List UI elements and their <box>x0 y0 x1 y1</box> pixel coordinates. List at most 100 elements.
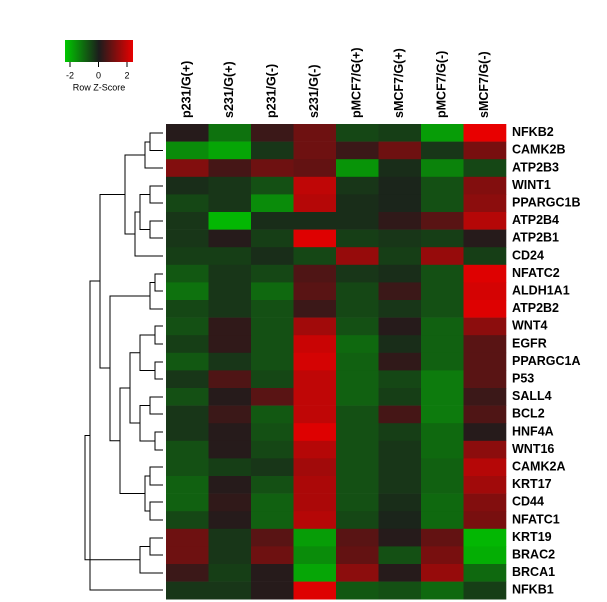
heatmap-cell <box>251 405 294 424</box>
heatmap-cell <box>166 229 209 248</box>
row-label: ATP2B1 <box>512 231 559 245</box>
heatmap-cell <box>251 264 294 283</box>
heatmap-cell <box>251 300 294 318</box>
heatmap-cell <box>293 317 337 336</box>
heatmap-cell <box>378 352 422 371</box>
column-label: s231/G(-) <box>307 65 321 119</box>
heatmap-cell <box>378 229 422 248</box>
heatmap-cell <box>293 159 337 178</box>
heatmap-cell <box>463 317 507 336</box>
heatmap-cell <box>336 581 379 600</box>
column-label: s231/G(+) <box>222 61 236 118</box>
heatmap-cell <box>463 335 507 354</box>
heatmap-cell <box>251 528 294 547</box>
heatmap-cell <box>421 124 464 142</box>
heatmap-cell <box>336 458 379 477</box>
heatmap-cell <box>208 124 252 142</box>
heatmap-cell <box>166 141 209 160</box>
heatmap-cell <box>293 440 337 459</box>
column-label: pMCF7/G(-) <box>435 51 449 118</box>
heatmap-cell <box>166 493 209 512</box>
color-key-tick-label: 2 <box>124 70 129 80</box>
heatmap-cell <box>336 264 379 283</box>
heatmap-cell <box>166 423 209 442</box>
row-label: NFATC1 <box>512 512 560 526</box>
heatmap-cell <box>336 229 379 248</box>
color-key-tick-label: -2 <box>66 70 74 80</box>
heatmap-cell <box>336 141 379 160</box>
heatmap-cell <box>293 300 337 318</box>
heatmap-cell <box>378 247 422 266</box>
heatmap-cell <box>293 194 337 213</box>
heatmap-cell <box>208 317 252 336</box>
heatmap-cell <box>166 352 209 371</box>
heatmap-cell <box>293 405 337 424</box>
heatmap-cell <box>251 317 294 336</box>
heatmap-cell <box>166 159 209 178</box>
heatmap-cell <box>336 300 379 318</box>
heatmap-cell <box>421 546 464 565</box>
heatmap-cell <box>463 493 507 512</box>
heatmap-cell <box>208 405 252 424</box>
column-label: pMCF7/G(+) <box>350 48 364 118</box>
heatmap-cell <box>336 511 379 530</box>
heatmap-cell <box>336 317 379 336</box>
heatmap-cell <box>421 317 464 336</box>
heatmap-cell <box>336 282 379 301</box>
heatmap-cell <box>378 405 422 424</box>
heatmap-cell <box>463 423 507 442</box>
heatmap-cell <box>463 581 507 600</box>
heatmap-cell <box>421 300 464 318</box>
heatmap-cell <box>208 564 252 582</box>
heatmap-cell <box>293 388 337 406</box>
heatmap-cell <box>463 141 507 160</box>
heatmap-cell <box>251 159 294 178</box>
row-label: NFKB1 <box>512 583 554 597</box>
row-label: CD44 <box>512 495 544 509</box>
heatmap-cell <box>166 405 209 424</box>
heatmap-cell <box>293 493 337 512</box>
heatmap-cell <box>251 247 294 266</box>
heatmap-cell <box>208 423 252 442</box>
heatmap-cell <box>166 546 209 565</box>
heatmap-cell <box>336 194 379 213</box>
heatmap-cell <box>208 159 252 178</box>
heatmap-cell <box>336 440 379 459</box>
heatmap-cell <box>463 440 507 459</box>
heatmap-cell <box>378 493 422 512</box>
heatmap-cell <box>251 335 294 354</box>
heatmap-cell <box>378 141 422 160</box>
column-label: p231/G(+) <box>180 61 194 118</box>
heatmap-cell <box>463 282 507 301</box>
heatmap-cell <box>336 405 379 424</box>
heatmap-cell <box>293 511 337 530</box>
heatmap-cell <box>463 300 507 318</box>
heatmap-cell <box>208 300 252 318</box>
heatmap-cell <box>293 282 337 301</box>
row-label: KRT19 <box>512 530 552 544</box>
heatmap-cell <box>378 282 422 301</box>
heatmap-cell <box>378 176 422 195</box>
heatmap-cell <box>251 511 294 530</box>
row-label: PPARGC1A <box>512 354 581 368</box>
heatmap-cell <box>378 528 422 547</box>
heatmap-cell <box>293 546 337 565</box>
heatmap-cell <box>251 370 294 389</box>
heatmap-cell <box>336 528 379 547</box>
heatmap-cell <box>166 440 209 459</box>
heatmap-cell <box>293 423 337 442</box>
row-label: WNT4 <box>512 319 547 333</box>
row-label: EGFR <box>512 336 547 350</box>
row-label: BRCA1 <box>512 565 555 579</box>
heatmap-cell <box>208 352 252 371</box>
heatmap-cell <box>336 247 379 266</box>
heatmap-cell <box>166 458 209 477</box>
heatmap-cell <box>166 511 209 530</box>
heatmap-cell <box>463 159 507 178</box>
color-key-label: Row Z-Score <box>73 82 126 92</box>
heatmap-cell <box>166 176 209 195</box>
heatmap-cell <box>251 212 294 230</box>
heatmap-cell <box>166 194 209 213</box>
heatmap-cell <box>166 264 209 283</box>
heatmap-cell <box>378 317 422 336</box>
